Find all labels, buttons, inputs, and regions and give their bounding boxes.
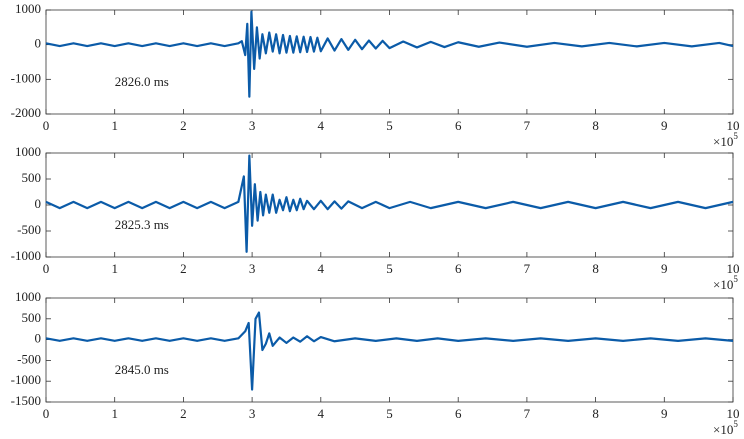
x-multiplier: ×105 bbox=[713, 274, 738, 292]
x-tick-label: 3 bbox=[249, 261, 256, 276]
x-tick-label: 2 bbox=[180, 261, 187, 276]
x-tick-label: 3 bbox=[249, 118, 256, 133]
x-tick-label: 5 bbox=[386, 406, 393, 421]
x-tick-label: 10 bbox=[727, 118, 740, 133]
x-multiplier-base: ×10 bbox=[713, 277, 733, 292]
y-tick-label: -2000 bbox=[11, 105, 41, 120]
y-tick-label: -500 bbox=[17, 222, 41, 237]
y-tick-label: 1000 bbox=[15, 144, 41, 159]
x-tick-label: 2 bbox=[180, 118, 187, 133]
x-tick-label: 0 bbox=[43, 261, 50, 276]
signal-line bbox=[45, 311, 734, 391]
x-tick-label: 8 bbox=[592, 118, 599, 133]
y-tick-label: 0 bbox=[35, 36, 42, 51]
x-tick-label: 1 bbox=[111, 406, 118, 421]
y-tick-label: 1000 bbox=[15, 289, 41, 304]
x-tick-label: 6 bbox=[455, 406, 462, 421]
x-tick-label: 9 bbox=[661, 261, 668, 276]
x-tick-label: 9 bbox=[661, 118, 668, 133]
y-tick-label: -1000 bbox=[11, 70, 41, 85]
x-tick-label: 7 bbox=[524, 118, 531, 133]
y-tick-label: -1000 bbox=[11, 248, 41, 263]
x-tick-label: 0 bbox=[43, 118, 50, 133]
y-tick-label: 500 bbox=[22, 170, 42, 185]
signal-line bbox=[45, 154, 734, 253]
y-tick-label: -1000 bbox=[11, 372, 41, 387]
annotation: 2825.3 ms bbox=[115, 217, 169, 232]
x-tick-label: 6 bbox=[455, 261, 462, 276]
y-tick-label: 1000 bbox=[15, 1, 41, 16]
x-tick-label: 10 bbox=[727, 261, 740, 276]
x-multiplier-base: ×10 bbox=[713, 134, 733, 149]
x-tick-label: 10 bbox=[727, 406, 740, 421]
x-tick-label: 1 bbox=[111, 118, 118, 133]
x-tick-label: 8 bbox=[592, 406, 599, 421]
y-tick-label: -500 bbox=[17, 351, 41, 366]
y-tick-label: 0 bbox=[35, 196, 42, 211]
x-multiplier-exponent: 5 bbox=[733, 274, 738, 284]
x-tick-label: 4 bbox=[318, 406, 325, 421]
y-tick-label: -1500 bbox=[11, 393, 41, 408]
x-tick-label: 2 bbox=[180, 406, 187, 421]
annotation: 2826.0 ms bbox=[115, 74, 169, 89]
x-tick-label: 7 bbox=[524, 261, 531, 276]
annotation: 2845.0 ms bbox=[115, 362, 169, 377]
x-multiplier-exponent: 5 bbox=[733, 131, 738, 141]
x-tick-label: 1 bbox=[111, 261, 118, 276]
plot-frame bbox=[45, 297, 734, 403]
x-tick-label: 8 bbox=[592, 261, 599, 276]
signal-line bbox=[45, 10, 734, 98]
x-tick-label: 5 bbox=[386, 261, 393, 276]
y-tick-label: 0 bbox=[35, 331, 42, 346]
x-tick-label: 7 bbox=[524, 406, 531, 421]
x-tick-label: 0 bbox=[43, 406, 50, 421]
x-multiplier: ×105 bbox=[713, 419, 738, 434]
x-tick-label: 5 bbox=[386, 118, 393, 133]
x-multiplier-base: ×10 bbox=[713, 422, 733, 434]
y-tick-label: 500 bbox=[22, 310, 42, 325]
x-tick-label: 3 bbox=[249, 406, 256, 421]
x-tick-label: 6 bbox=[455, 118, 462, 133]
x-tick-label: 9 bbox=[661, 406, 668, 421]
plot-frame bbox=[45, 9, 734, 115]
x-tick-label: 4 bbox=[318, 261, 325, 276]
x-tick-label: 4 bbox=[318, 118, 325, 133]
x-multiplier: ×105 bbox=[713, 131, 738, 149]
x-multiplier-exponent: 5 bbox=[733, 419, 738, 429]
